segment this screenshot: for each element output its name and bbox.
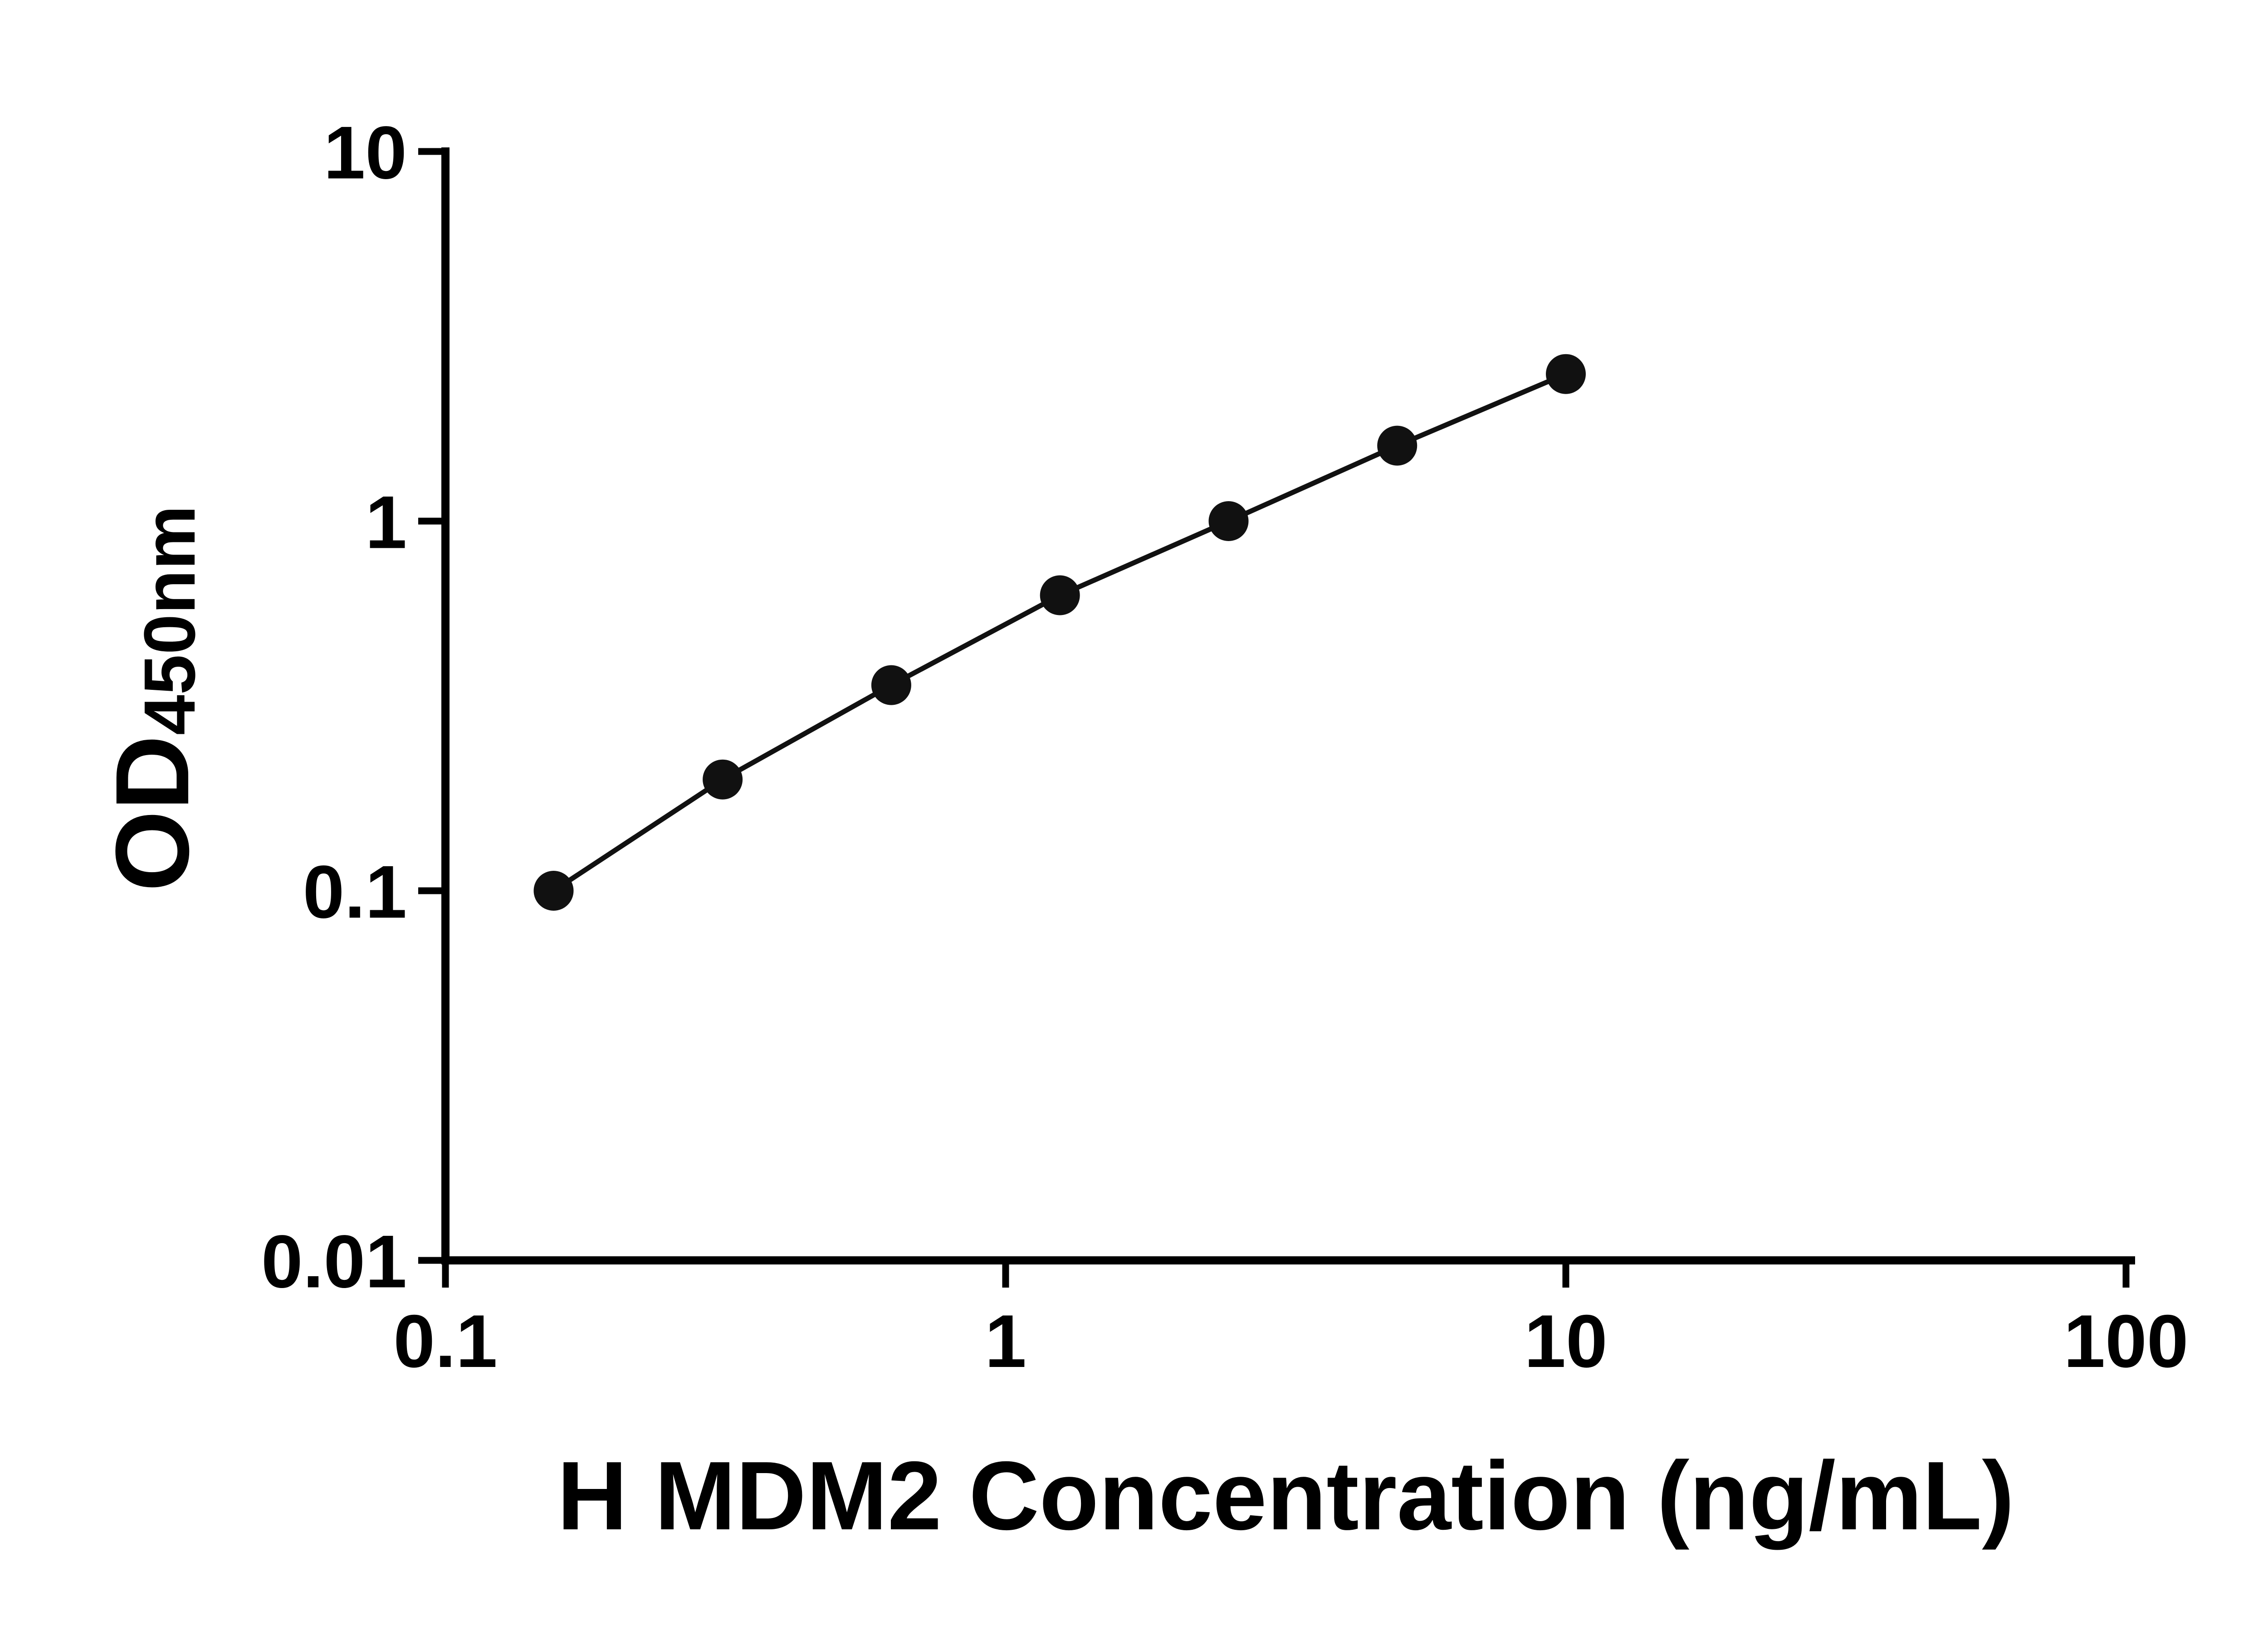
data-point	[1546, 354, 1586, 394]
data-point	[1377, 425, 1418, 466]
data-point	[871, 665, 911, 705]
data-point	[703, 759, 743, 800]
data-point	[1208, 501, 1249, 541]
y-tick-label: 0.1	[303, 850, 407, 933]
y-tick-label: 10	[323, 111, 407, 194]
x-tick-label: 0.1	[393, 1299, 497, 1383]
data-point	[1040, 575, 1080, 615]
x-tick-label: 100	[2063, 1299, 2188, 1383]
x-tick-label: 1	[985, 1299, 1026, 1383]
x-axis-title: H MDM2 Concentration (ng/mL)	[557, 1441, 2014, 1550]
y-tick-label: 1	[365, 480, 407, 564]
y-axis-title-main: OD	[94, 735, 210, 892]
x-tick-label: 10	[1524, 1299, 1608, 1383]
data-point	[533, 871, 574, 911]
y-axis-title-subscript: 450nm	[129, 505, 210, 735]
y-axis-title: OD450nm	[94, 505, 210, 892]
y-tick-label: 0.01	[261, 1220, 407, 1303]
